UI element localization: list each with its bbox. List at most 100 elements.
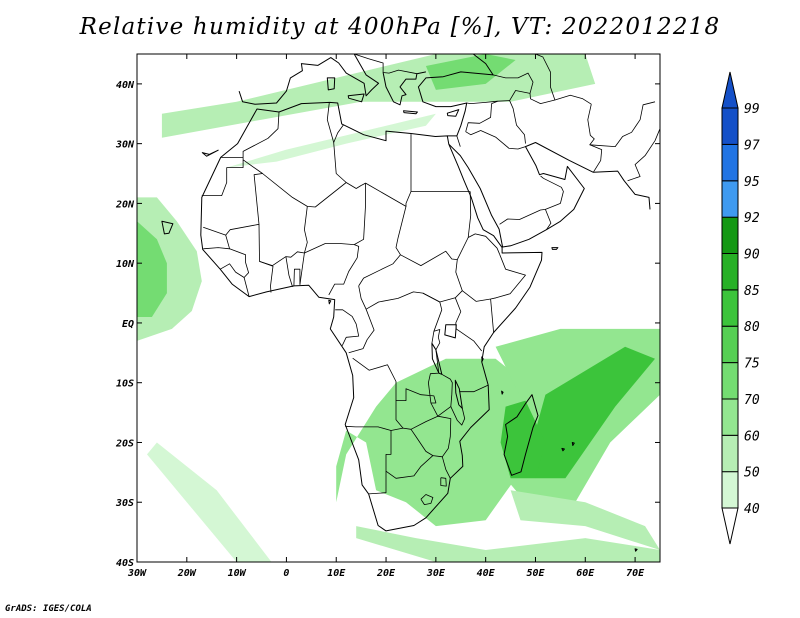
border-liberia-ivory-coast [243, 277, 250, 297]
y-tick-label: 30N [115, 140, 135, 151]
coastline-reunion [561, 447, 565, 452]
colorbar-segment [721, 398, 739, 436]
coastline-socotra [551, 247, 559, 250]
border-sa-botswana [385, 455, 451, 479]
axis-ticks: 30W 20W 10W 0 10E 20E 30E 40E 50E 60E 70E 40N 30N 20N… [115, 54, 660, 579]
border-saudi-yemen-oman [499, 175, 564, 225]
y-tick-label: 40N [116, 80, 135, 91]
humidity-west-atlantic-moist-core [137, 221, 167, 317]
coastline-greece-coastline [382, 71, 426, 106]
border-malawi-mozambique [450, 406, 466, 426]
colorbar-label: 75 [744, 357, 760, 372]
colorbar-segment [721, 253, 739, 291]
x-tick-label: 20W [177, 568, 197, 579]
coastline-madagascar [503, 394, 539, 476]
coastline-zanzibar [481, 356, 484, 362]
border-sudan-eritrea-ethiopia [456, 191, 472, 260]
border-afghanistan-pakistan [589, 101, 656, 148]
border-algeria-mali-niger [262, 173, 362, 208]
colorbar-label: 80 [744, 320, 760, 335]
border-tunisia-libya [333, 124, 345, 143]
border-car-border [358, 285, 440, 310]
y-tick-label: 10N [116, 259, 135, 270]
coastline-africa-coastline [200, 101, 543, 532]
coastline-comoros [501, 390, 504, 395]
humidity-southern-ocean-streak [510, 490, 660, 550]
colorbar: 40 50 60 70 75 80 85 90 92 95 97 99 [721, 71, 760, 545]
y-tick-label: 10S [116, 379, 134, 390]
border-rwanda-burundi [433, 329, 441, 350]
border-mozambique-tanzania [459, 384, 489, 393]
coastline-lake-malawi [454, 379, 463, 409]
border-angola-zambia [395, 400, 404, 429]
colorbar-segment [721, 107, 739, 145]
x-tick-label: 40E [477, 568, 496, 579]
colorbar-below-triangle [721, 507, 739, 545]
colorbar-segment [721, 143, 739, 182]
colorbar-segment [721, 216, 739, 255]
x-tick-label: 10W [228, 568, 247, 579]
border-botswana-zimbabwe [410, 429, 434, 456]
coastline-canary-islands [201, 149, 219, 157]
x-tick-label: 10E [327, 568, 346, 579]
colorbar-segment [721, 434, 739, 473]
border-libya-egypt [360, 134, 412, 207]
map-title: Relative humidity at 400hPa [%], VT: 202… [79, 14, 721, 40]
credit-text: GrADS: IGES/COLA [5, 604, 92, 614]
border-eswatini [440, 477, 447, 487]
border-drc-east [352, 301, 443, 404]
coastline-europe-coastline [238, 54, 380, 105]
y-tick-label: 40S [116, 558, 134, 569]
coastline-cyprus [446, 109, 460, 117]
colorbar-label: 90 [744, 248, 760, 263]
border-sudan-south-sudan [400, 250, 463, 303]
x-tick-label: 30E [426, 568, 446, 579]
border-morocco-algeria [242, 111, 280, 158]
border-lesotho [420, 494, 434, 506]
colorbar-segment [721, 289, 739, 327]
border-iraq-iran [509, 100, 526, 144]
colorbar-label: 50 [744, 466, 760, 481]
colorbar-label: 99 [744, 102, 760, 117]
humidity-south-atlantic-streak [147, 442, 272, 562]
border-guinea-sierra-leone [220, 248, 250, 278]
colorbar-label: 60 [744, 429, 760, 444]
coastline-layer [161, 54, 651, 552]
border-caspian-coast [529, 54, 556, 104]
border-angola-namibia [345, 425, 412, 431]
colorbar-label: 85 [744, 284, 760, 299]
x-tick-label: 50E [526, 568, 545, 579]
border-nigeria-niger-chad [299, 183, 367, 285]
colorbar-label: 70 [744, 393, 760, 408]
coastline-sardinia [326, 77, 336, 91]
coastline-bioko [328, 299, 332, 305]
y-tick-label: EQ [122, 319, 134, 330]
humidity-south-indian-ocean-core [535, 346, 655, 479]
y-tick-label: 20N [115, 199, 135, 210]
colorbar-label: 40 [744, 502, 760, 517]
border-iran-afghanistan-pakistan [587, 104, 603, 173]
border-zambia-zimbabwe-moz [410, 415, 452, 458]
colorbar-segment [721, 362, 739, 400]
border-turkey-syria [466, 100, 498, 104]
coastline-crete [403, 110, 418, 115]
x-tick-label: 20E [376, 568, 396, 579]
colorbar-label: 95 [744, 175, 760, 190]
border-yemen-oman [545, 209, 552, 230]
y-tick-label: 20S [115, 438, 134, 449]
coastline-kerguelen-blip [634, 548, 638, 552]
border-ethiopia-somalia [462, 254, 526, 302]
border-western-sahara [201, 156, 244, 197]
x-tick-label: 0 [283, 568, 289, 579]
coastline-arabian-coastline [448, 142, 651, 248]
x-tick-label: 70E [626, 568, 645, 579]
border-balkans-border [354, 54, 417, 75]
border-kenya-somalia [490, 298, 494, 333]
border-saudi-jordan-iraq [465, 130, 526, 150]
border-caucasus [493, 72, 534, 101]
border-congo-gabon [335, 309, 360, 346]
x-tick-label: 30W [127, 568, 147, 579]
border-congo-drc [348, 309, 375, 354]
colorbar-segment [721, 471, 739, 509]
